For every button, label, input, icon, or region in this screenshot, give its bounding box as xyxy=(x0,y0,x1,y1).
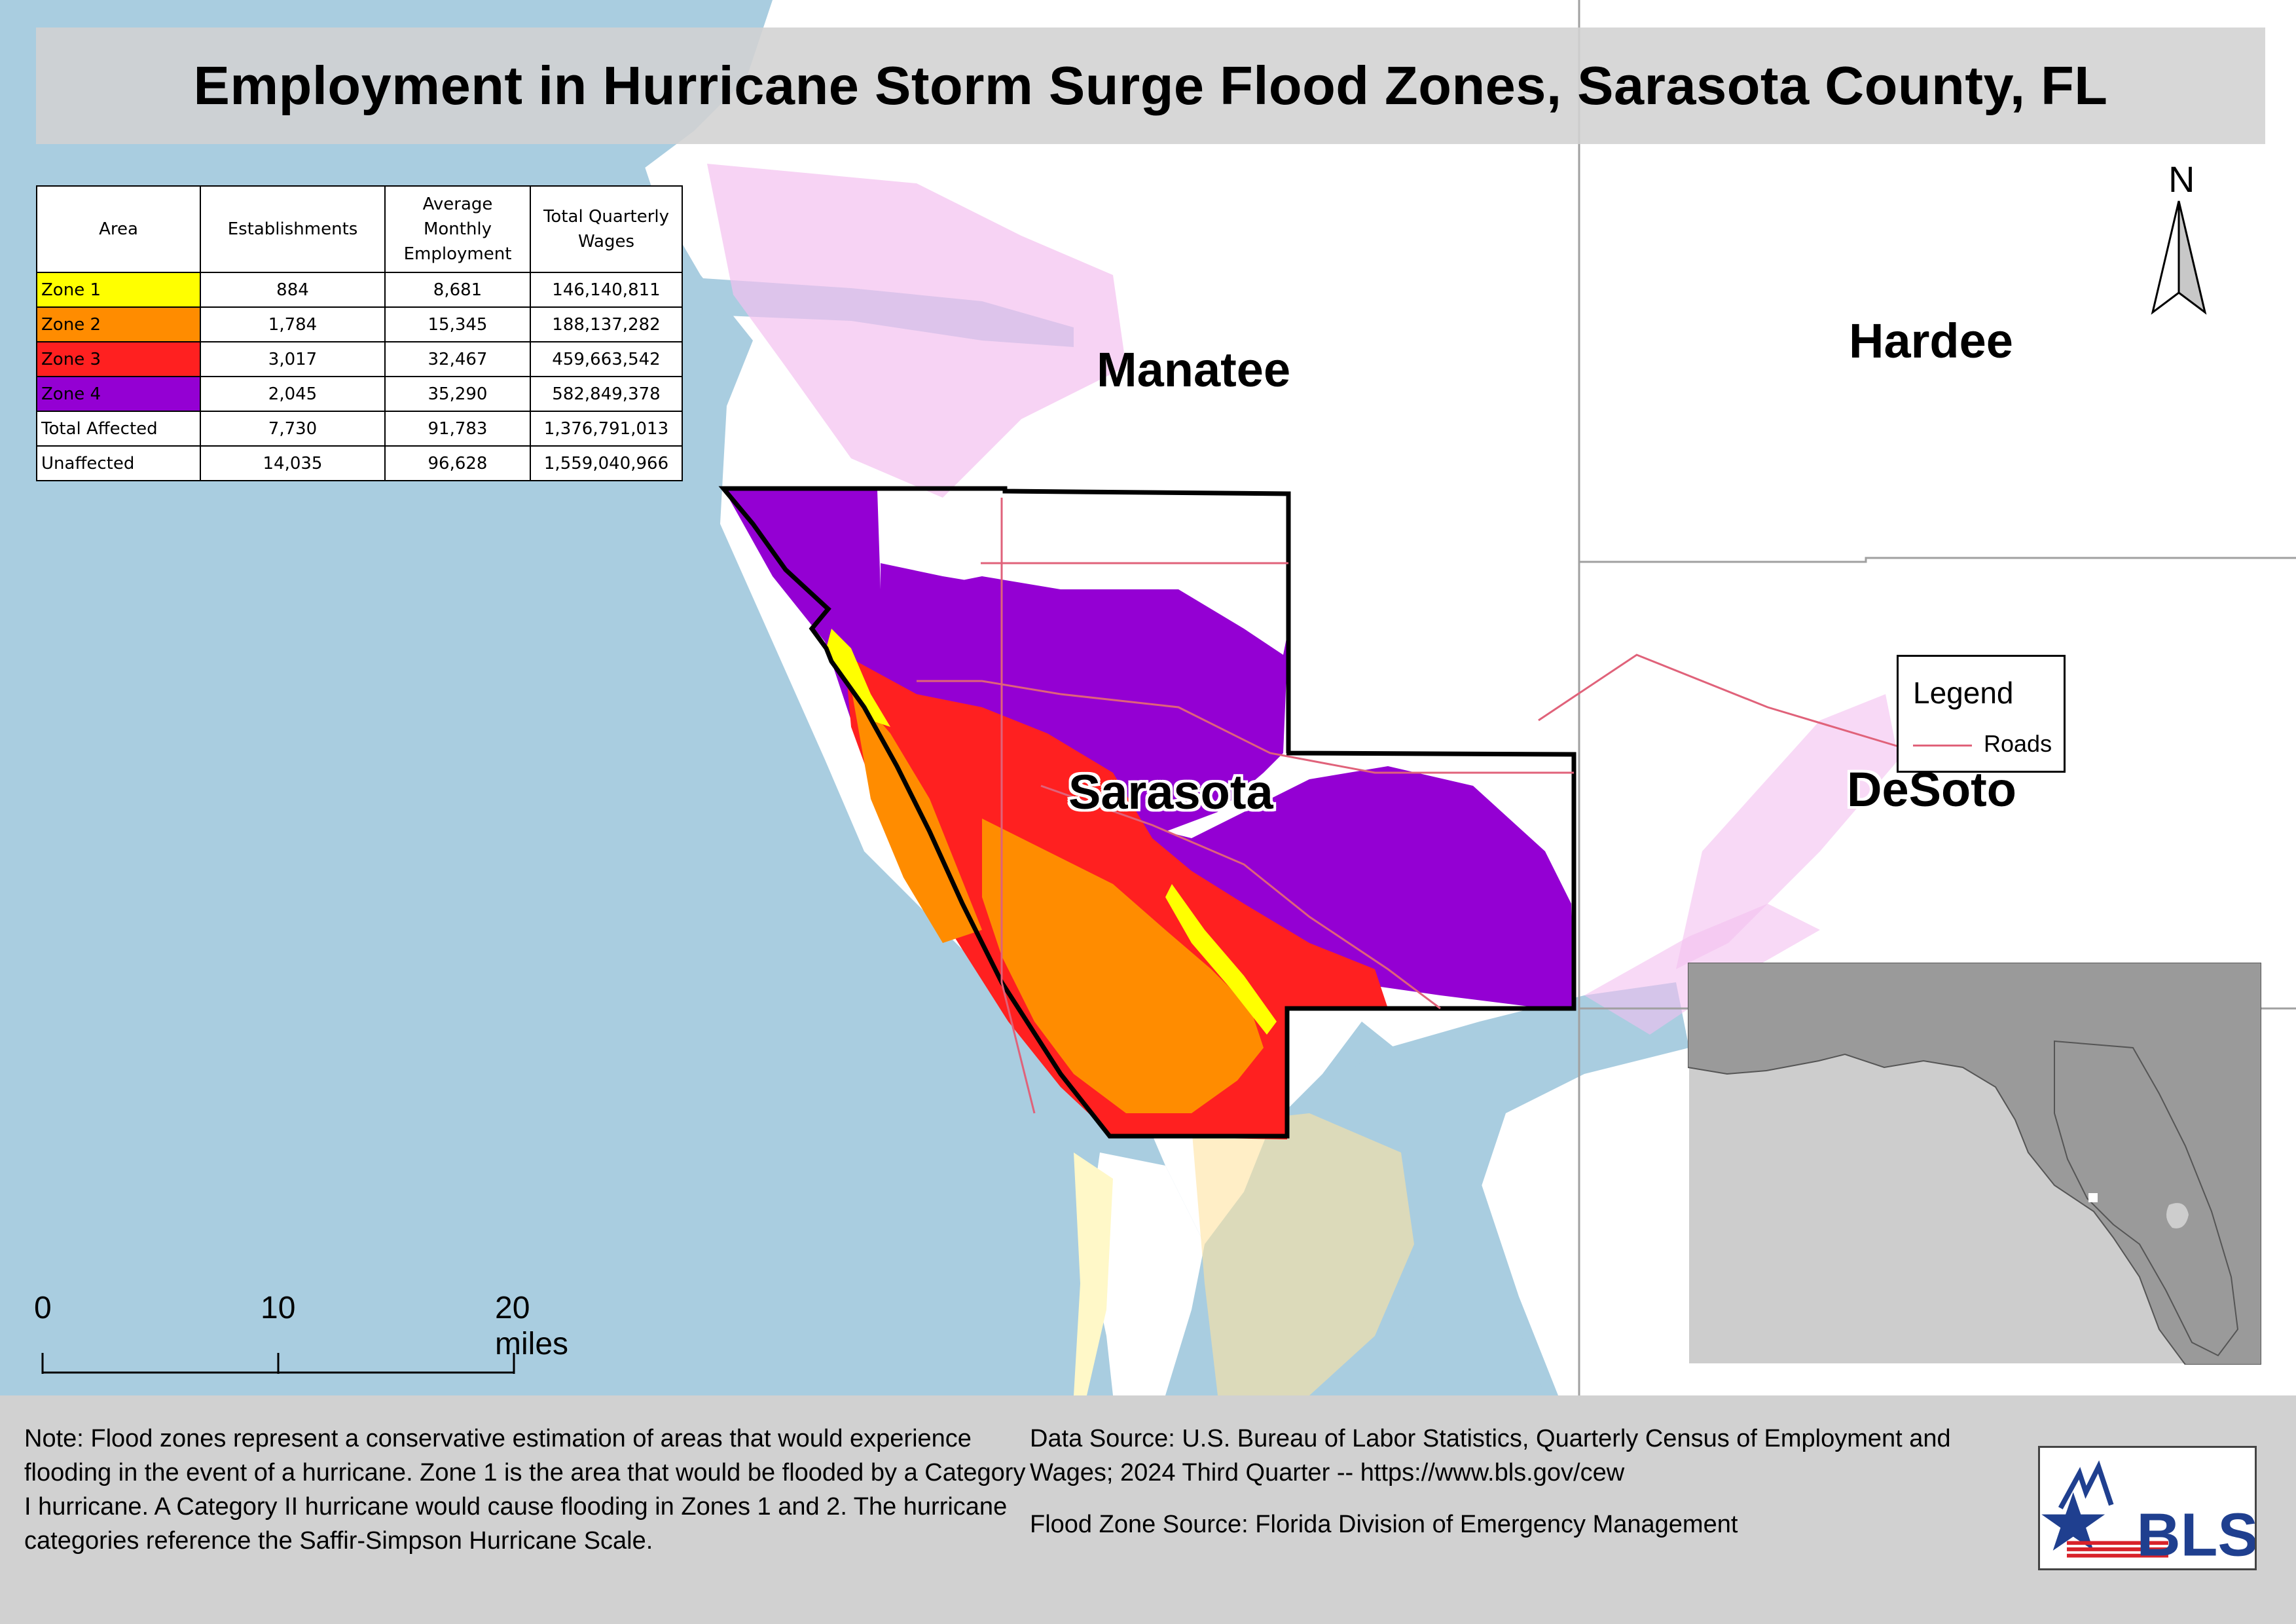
table-cell-establishments: 7,730 xyxy=(200,411,386,447)
table-row: Unaffected 14,035 96,628 1,559,040,966 xyxy=(36,445,683,481)
data-source: Data Source: U.S. Bureau of Labor Statis… xyxy=(1030,1425,1951,1486)
table-cell-establishments: 3,017 xyxy=(200,341,386,377)
footer-note: Note: Flood zones represent a conservati… xyxy=(24,1425,1026,1555)
table-cell-establishments: 2,045 xyxy=(200,376,386,412)
table-cell-wages: 1,376,791,013 xyxy=(530,411,683,447)
table-body: Zone 1 884 8,681 146,140,811 Zone 2 1,784 15,3… xyxy=(36,272,683,481)
table-cell-employment: 15,345 xyxy=(384,306,531,342)
sarasota-county-outline xyxy=(718,486,1576,1139)
table-cell-area: Zone 2 xyxy=(36,306,201,342)
north-arrow-left xyxy=(2151,200,2180,315)
table-header-row: Area Establishments Average Monthly Empl… xyxy=(36,185,683,273)
table-cell-employment: 96,628 xyxy=(384,445,531,481)
map-legend: Legend Roads xyxy=(1897,655,2066,773)
county-label-hardee: Hardee xyxy=(1849,314,2013,368)
table-header-wages: Total Quarterly Wages xyxy=(530,185,683,273)
scale-label-0: 0 xyxy=(34,1291,52,1325)
bls-logo: BLS xyxy=(2038,1446,2258,1570)
north-arrow-right xyxy=(2178,200,2207,315)
scale-bar-lines xyxy=(41,1353,515,1374)
table-cell-area: Total Affected xyxy=(36,411,201,447)
table-cell-wages: 582,849,378 xyxy=(530,376,683,412)
title-band: Employment in Hurricane Storm Surge Floo… xyxy=(36,28,2265,144)
legend-title: Legend xyxy=(1913,676,2014,710)
table-cell-wages: 1,559,040,966 xyxy=(530,445,683,481)
table-row: Zone 4 2,045 35,290 582,849,378 xyxy=(36,376,683,412)
employment-table: Area Establishments Average Monthly Empl… xyxy=(36,185,683,481)
scale-bar: 0 10 20 miles xyxy=(0,1290,589,1388)
bls-chart-line xyxy=(2058,1460,2114,1509)
zone1-area xyxy=(826,629,890,727)
table-cell-area: Zone 4 xyxy=(36,376,201,412)
table-header-area: Area xyxy=(36,185,201,273)
table-cell-employment: 35,290 xyxy=(384,376,531,412)
table-row: Zone 2 1,784 15,345 188,137,282 xyxy=(36,306,683,342)
southern-coast xyxy=(1087,1153,1205,1395)
bls-star xyxy=(2041,1492,2105,1551)
table-cell-employment: 32,467 xyxy=(384,341,531,377)
flood-zone-source: Flood Zone Source: Florida Division of E… xyxy=(1030,1511,1738,1538)
table-cell-area: Zone 3 xyxy=(36,341,201,377)
bls-stripes xyxy=(2067,1541,2168,1558)
footer xyxy=(0,1395,2296,1624)
north-arrow-label: N xyxy=(2168,162,2195,200)
table-cell-establishments: 14,035 xyxy=(200,445,386,481)
map-title: Employment in Hurricane Storm Surge Floo… xyxy=(193,55,2108,116)
manatee-flood-area xyxy=(707,164,1126,498)
legend-roads-line xyxy=(1913,745,1972,747)
zone4-north-river xyxy=(881,563,1048,655)
table-row: Total Affected 7,730 91,783 1,376,791,013 xyxy=(36,411,683,447)
table-header-employment: Average Monthly Employment xyxy=(384,185,531,273)
zone1-river xyxy=(1165,884,1277,1035)
zone2-area xyxy=(982,819,1264,1113)
legend-roads-label: Roads xyxy=(1984,730,2052,757)
table-cell-area: Zone 1 xyxy=(36,272,201,308)
desoto-flood-area xyxy=(1676,694,1899,969)
county-label-manatee: Manatee xyxy=(1097,342,1291,397)
table-row: Zone 1 884 8,681 146,140,811 xyxy=(36,272,683,308)
barrier-island xyxy=(1074,1153,1113,1395)
inset-florida xyxy=(2054,1040,2239,1357)
charlotte-harbor xyxy=(1296,982,1689,1395)
scale-label-20: 20 miles xyxy=(495,1291,569,1361)
roads xyxy=(917,498,1899,1114)
table-cell-employment: 91,783 xyxy=(384,411,531,447)
table-cell-wages: 188,137,282 xyxy=(530,306,683,342)
table-cell-wages: 459,663,542 xyxy=(530,341,683,377)
bls-logo-text: BLS xyxy=(2137,1501,2255,1568)
table-cell-establishments: 884 xyxy=(200,272,386,308)
table-cell-establishments: 1,784 xyxy=(200,306,386,342)
county-label-sarasota: Sarasota xyxy=(1068,765,1273,819)
table-cell-wages: 146,140,811 xyxy=(530,272,683,308)
inset-locator-map xyxy=(1688,963,2261,1365)
table-cell-employment: 8,681 xyxy=(384,272,531,308)
sarasota-flood-zones xyxy=(723,489,1574,1139)
zone4-area xyxy=(723,489,1574,1048)
inset-lake-okeechobee xyxy=(2166,1203,2189,1228)
north-arrow: N xyxy=(2151,162,2207,315)
table-row: Zone 3 3,017 32,467 459,663,542 xyxy=(36,341,683,377)
table-header-establishments: Establishments xyxy=(200,185,386,273)
charlotte-flood-area xyxy=(1192,1113,1414,1395)
bls-logo-mark: BLS xyxy=(2041,1460,2258,1569)
inset-sarasota-marker xyxy=(2088,1193,2098,1202)
table-cell-area: Unaffected xyxy=(36,445,201,481)
scale-label-10: 10 xyxy=(261,1291,296,1325)
